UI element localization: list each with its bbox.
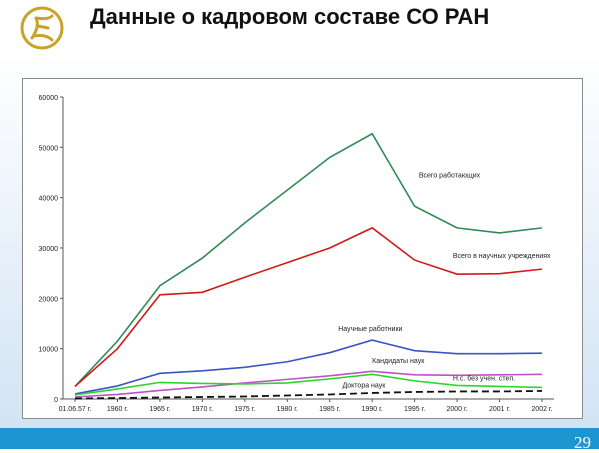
series-label-3: Кандидаты наук xyxy=(372,358,425,365)
y-tick-label: 50000 xyxy=(39,145,59,152)
chart-frame: 0 10000 20000 30000 40000 50000 60000 01.06.57 … xyxy=(22,78,583,419)
series-line-4 xyxy=(74,373,543,396)
y-tick-label: 60000 xyxy=(39,95,59,102)
series-line-2 xyxy=(74,339,543,395)
y-tick-label: 10000 xyxy=(39,347,59,354)
x-tick-label: 1965 г. xyxy=(149,406,170,413)
series-line-1 xyxy=(74,226,543,388)
x-tick-label: 2000 г. xyxy=(447,406,468,413)
series-label-2: Научные работники xyxy=(338,325,402,333)
slide-title: Данные о кадровом составе СО РАН xyxy=(90,4,490,29)
x-tick-label: 2001 г. xyxy=(489,406,510,413)
x-tick-label: 1960 г. xyxy=(107,406,128,413)
x-tick-label: 1975 г. xyxy=(234,406,255,413)
line-chart: 0 10000 20000 30000 40000 50000 60000 01.06.57 … xyxy=(39,95,554,413)
series-label-0: Всего работающих xyxy=(419,172,481,180)
y-tick-label: 40000 xyxy=(39,196,59,203)
series-line-5 xyxy=(74,390,543,400)
x-tick-label: 1985 г. xyxy=(319,406,340,413)
y-tick-label: 20000 xyxy=(39,296,59,303)
series-line-0 xyxy=(74,132,543,387)
sigma-logo-icon xyxy=(20,6,64,50)
series-label-4: Н.с. без учен. степ. xyxy=(453,374,515,382)
x-tick-label: 1970 г. xyxy=(192,406,213,413)
x-tick-label: 1980 г. xyxy=(277,406,298,413)
series-label-1: Всего в научных учреждениях xyxy=(453,253,551,260)
series-line-3 xyxy=(74,370,543,398)
x-tick-label: 1990 г. xyxy=(362,406,383,413)
series-label-5: Доктора наук xyxy=(342,382,386,389)
x-tick-label: 2002 г. xyxy=(531,406,552,413)
x-tick-label: 1995 г. xyxy=(404,406,425,413)
y-tick-label: 0 xyxy=(54,397,58,404)
page-number: 29 xyxy=(574,433,591,452)
y-tick-label: 30000 xyxy=(39,246,59,253)
bottom-bar xyxy=(0,428,599,449)
x-tick-label: 01.06.57 г. xyxy=(59,406,92,413)
